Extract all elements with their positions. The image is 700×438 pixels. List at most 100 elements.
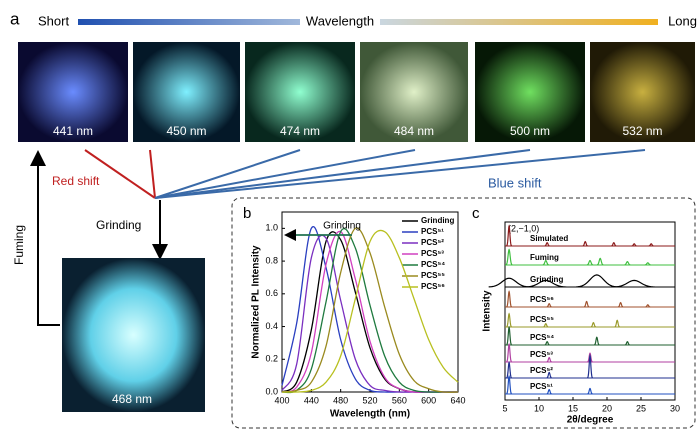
- y-tick-label: 1.0: [265, 223, 278, 233]
- y-axis-label: Normalized PL Intensity: [251, 245, 262, 359]
- xrd-peak: [594, 336, 600, 346]
- x-tick-label: 520: [362, 395, 377, 405]
- legend-label: PCS⁵³: [421, 249, 444, 258]
- xrd-peak: [645, 304, 651, 308]
- annotation: Grinding: [323, 221, 361, 232]
- xrd-peak: [506, 361, 512, 379]
- y-axis-label: Intensity: [482, 290, 493, 332]
- xrd-peak: [587, 353, 593, 379]
- trace-label: PCS⁵³: [530, 350, 553, 359]
- xrd-peak: [544, 242, 550, 247]
- xrd-peak: [506, 290, 512, 308]
- y-tick-label: 0.4: [265, 321, 278, 331]
- fuming-arrow: [30, 150, 60, 326]
- y-tick-label: 0.8: [265, 255, 278, 265]
- xrd-peak: [624, 341, 630, 346]
- photo: [360, 42, 468, 142]
- x-tick-label: 480: [333, 395, 348, 405]
- grinding-label: Grinding: [96, 218, 141, 232]
- xrd-peak: [546, 303, 552, 308]
- red-shift-label: Red shift: [52, 174, 100, 188]
- legend-label: Grinding: [421, 216, 454, 225]
- photo-label: 450 nm: [166, 124, 206, 138]
- y-tick-label: 0.2: [265, 354, 278, 364]
- plot-frame: [504, 221, 676, 401]
- x-tick-label: 600: [421, 395, 436, 405]
- xrd-peak: [596, 257, 604, 266]
- xrd-peak: [525, 279, 567, 288]
- photo-label: 441 nm: [53, 124, 93, 138]
- xrd-peak: [582, 240, 588, 247]
- photo: [475, 42, 585, 142]
- y-tick-label: 0.0: [265, 386, 278, 396]
- photo-label: 484 nm: [394, 124, 434, 138]
- xrd-peak: [544, 341, 550, 346]
- xrd-peak: [631, 243, 637, 247]
- trace-label: PCS⁵¹: [530, 382, 553, 391]
- xrd-peak: [590, 321, 596, 328]
- xrd-peak: [506, 224, 512, 247]
- panel-label: c: [472, 205, 480, 222]
- trace-label: PCS⁵⁵: [530, 315, 554, 324]
- legend-label: PCS⁵⁴: [421, 260, 445, 269]
- legend-label: PCS⁵⁶: [421, 282, 445, 291]
- x-tick-label: 30: [670, 403, 680, 413]
- x-tick-label: 560: [392, 395, 407, 405]
- label-bg: [300, 12, 380, 32]
- xrd-peak: [546, 356, 552, 363]
- xrd-peak: [506, 374, 512, 395]
- legend-label: PCS⁵⁵: [421, 271, 445, 280]
- xrd-peak: [505, 248, 513, 266]
- blue-shift-label: Blue shift: [488, 175, 542, 190]
- legend-label: PCS⁵²: [421, 238, 444, 247]
- xrd-peak: [614, 319, 620, 328]
- photo-label: 532 nm: [622, 124, 662, 138]
- panel-label: b: [243, 205, 251, 222]
- x-tick-label: 440: [304, 395, 319, 405]
- xrd-peak: [586, 259, 594, 266]
- chart-c: c 5 10 15 20 25 30 2θ/degree Intensity (2,−1,0)Si…: [472, 205, 680, 426]
- spectrum-line: [281, 234, 458, 393]
- long-label: Long: [668, 13, 697, 28]
- xrd-peak: [506, 312, 512, 328]
- xrd-peak: [587, 352, 593, 363]
- x-tick-label: 400: [274, 395, 289, 405]
- spectrum-line: [281, 228, 458, 394]
- shift-lines: [84, 149, 646, 199]
- xrd-peak: [618, 301, 624, 308]
- annotation: (2,−1,0): [508, 223, 539, 233]
- xrd-peak: [583, 300, 590, 308]
- spectrum-line: [281, 229, 459, 393]
- photo-row: 441 nm 450 nm 474 nm 484 nm 500 nm 532 nm: [18, 42, 695, 142]
- trace-label: PCS⁵²: [530, 366, 553, 375]
- xrd-peak: [546, 371, 552, 379]
- photo: [590, 42, 695, 142]
- x-axis-label: Wavelength (nm): [330, 409, 410, 420]
- legend-label: PCS⁵¹: [421, 227, 444, 236]
- trace-label: Grinding: [530, 275, 563, 284]
- trace-label: Fuming: [530, 253, 559, 262]
- xrd-peak: [624, 261, 631, 266]
- x-tick-label: 20: [602, 403, 612, 413]
- x-tick-label: 640: [450, 395, 465, 405]
- short-label: Short: [38, 13, 69, 28]
- xrd-peak: [644, 262, 651, 266]
- xrd-peak: [613, 279, 655, 288]
- xrd-peak: [587, 387, 593, 395]
- xrd-peak: [648, 243, 654, 247]
- y-tick-label: 0.6: [265, 288, 278, 298]
- x-tick-label: 10: [534, 403, 544, 413]
- photo-label: 468 nm: [112, 392, 152, 406]
- photo-label: 500 nm: [510, 124, 550, 138]
- photo: [133, 42, 240, 142]
- trace-label: PCS⁵⁶: [530, 295, 554, 304]
- fuming-label: Fuming: [12, 225, 26, 265]
- photo-label: 474 nm: [280, 124, 320, 138]
- trace-label: Simulated: [530, 234, 568, 243]
- trace-label: PCS⁵⁴: [530, 333, 554, 342]
- panel-label: a: [10, 9, 20, 28]
- ground-photo: [62, 258, 205, 412]
- photo: [18, 42, 128, 142]
- wavelength-label: Wavelength: [306, 13, 374, 28]
- x-tick-label: 15: [568, 403, 578, 413]
